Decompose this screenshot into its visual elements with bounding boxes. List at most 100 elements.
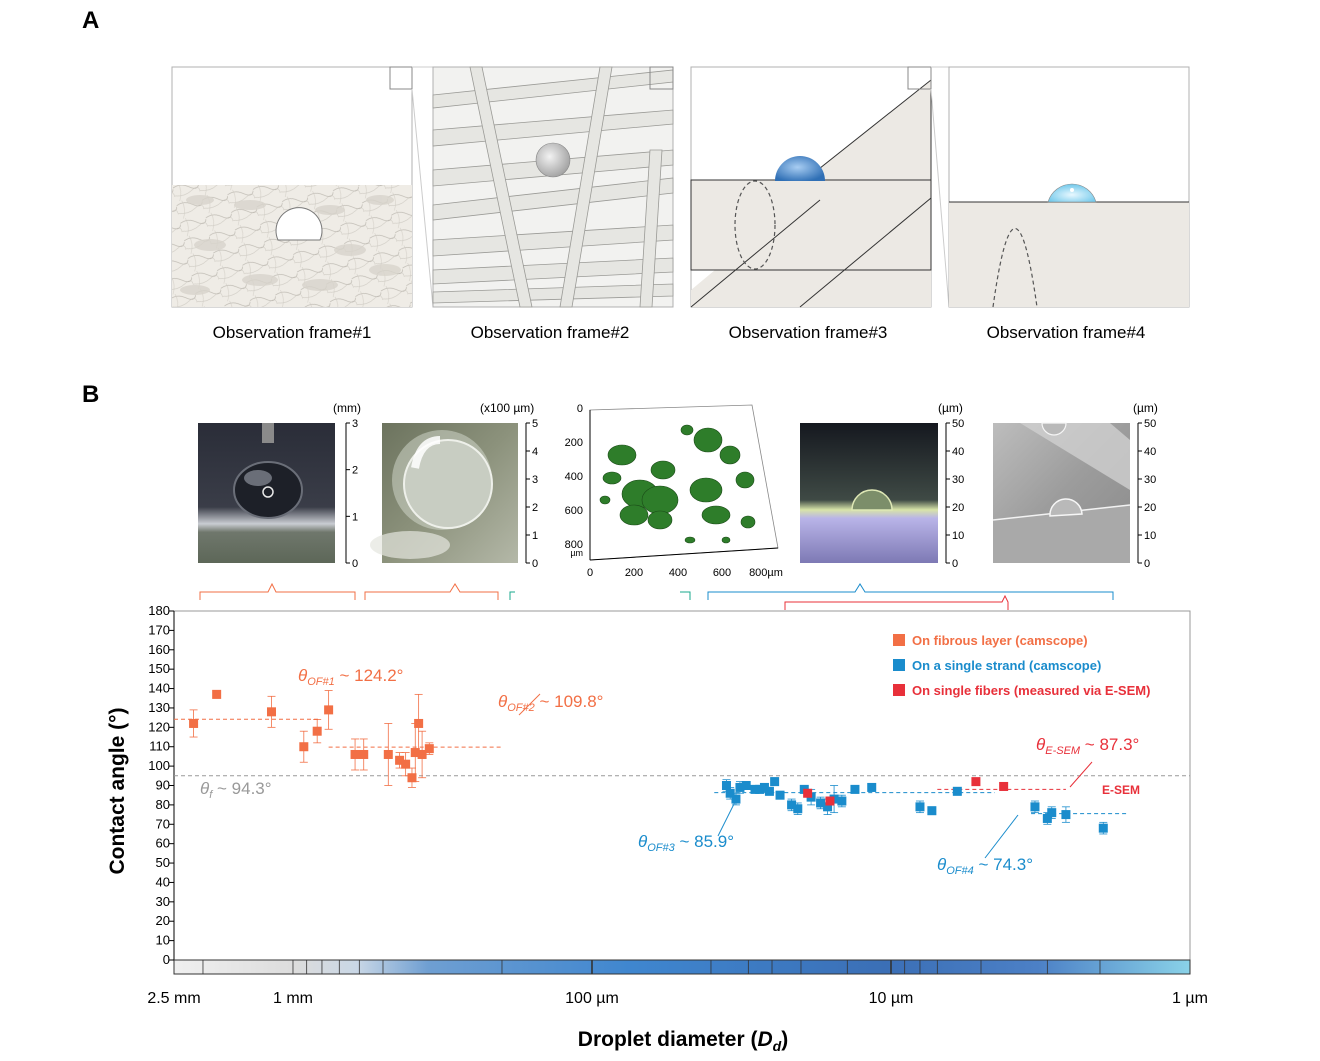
data-point bbox=[816, 798, 826, 808]
frame-1 bbox=[171, 66, 434, 308]
inset-4: 0 10 20 30 40 50 (µm) bbox=[800, 401, 964, 570]
data-point bbox=[189, 718, 199, 728]
inset-tick-label: 10 bbox=[952, 530, 964, 542]
frame-1-caption: Observation frame#1 bbox=[213, 323, 372, 342]
series-1 bbox=[721, 777, 1108, 835]
inset-tick-label: 2 bbox=[532, 502, 538, 514]
diameter-color-bar bbox=[173, 959, 1191, 975]
inset-2-unit: (x100 µm) bbox=[480, 401, 534, 415]
frame-3 bbox=[690, 66, 950, 308]
inset-tick-label: 5 bbox=[532, 418, 538, 430]
reference-label: θf ~ 94.3° bbox=[200, 779, 272, 801]
data-point bbox=[424, 744, 434, 754]
inset-3-ytick: 800 bbox=[565, 539, 583, 551]
inset-tick-label: 0 bbox=[352, 558, 358, 570]
frame-4 bbox=[948, 66, 1190, 308]
data-point bbox=[867, 782, 877, 792]
reference-labels: θOF#1 ~ 124.2° θOF#2 ~ 109.8° θf ~ 94.3° θO… bbox=[200, 666, 1139, 877]
data-point bbox=[395, 755, 405, 765]
inset-tick-label: 20 bbox=[952, 502, 964, 514]
data-point bbox=[1061, 810, 1071, 820]
label-leaders bbox=[518, 693, 1093, 859]
inset-tick-label: 40 bbox=[952, 446, 964, 458]
inset-3-ytick: 200 bbox=[565, 437, 583, 449]
data-point bbox=[755, 784, 765, 794]
series-2 bbox=[803, 777, 1009, 806]
series-0 bbox=[189, 689, 434, 788]
inset-3: 0 200 400 600 800µm 0 200 400 600 800µm bbox=[565, 403, 783, 579]
y-tick-label: 160 bbox=[148, 642, 170, 657]
data-point bbox=[793, 804, 803, 814]
data-point bbox=[770, 777, 780, 787]
data-point bbox=[350, 749, 360, 759]
data-point bbox=[401, 759, 411, 769]
inset-3-yunit: µm bbox=[570, 548, 583, 558]
frame-3-caption: Observation frame#3 bbox=[729, 323, 888, 342]
inset-tick-label: 20 bbox=[1144, 502, 1156, 514]
frame-4-caption: Observation frame#4 bbox=[987, 323, 1146, 342]
data-point bbox=[952, 786, 962, 796]
inset-3-xtick: 800µm bbox=[749, 567, 783, 579]
y-tick-label: 50 bbox=[156, 855, 170, 870]
reference-label: θE-SEM ~ 87.3° bbox=[1036, 735, 1139, 757]
y-tick-label: 100 bbox=[148, 758, 170, 773]
data-point bbox=[1098, 823, 1108, 833]
y-tick-label: 20 bbox=[156, 913, 170, 928]
y-tick-label: 150 bbox=[148, 661, 170, 676]
data-point bbox=[312, 726, 322, 736]
inset-1: 0 1 2 3 (mm) bbox=[198, 401, 361, 570]
y-axis-ticks: 0 10 20 30 40 50 60 70 80 90 100 110 120 130 140 150 160… bbox=[148, 603, 174, 967]
x-axis-ticks: 2.5 mm 1 mm 100 µm 10 µm 1 µm bbox=[147, 990, 1208, 1007]
y-tick-label: 60 bbox=[156, 836, 170, 851]
inset-tick-label: 10 bbox=[1144, 530, 1156, 542]
inset-4-unit: (µm) bbox=[938, 401, 963, 415]
data-point bbox=[212, 689, 222, 699]
inset-tick-label: 3 bbox=[352, 418, 358, 430]
reference-label: θOF#4 ~ 74.3° bbox=[937, 855, 1033, 877]
color-bar-separators bbox=[202, 960, 1101, 974]
data-point bbox=[837, 796, 847, 806]
reference-label: θOF#2 ~ 109.8° bbox=[498, 692, 603, 714]
reference-label: θOF#3 ~ 85.9° bbox=[638, 832, 734, 854]
panel-b-label: B bbox=[82, 381, 99, 408]
legend-fibrous: On fibrous layer (camscope) bbox=[912, 633, 1088, 648]
inset-3-ytick: 600 bbox=[565, 505, 583, 517]
reference-lines bbox=[174, 718, 1190, 815]
inset-tick-label: 30 bbox=[1144, 474, 1156, 486]
y-tick-label: 80 bbox=[156, 797, 170, 812]
inset-3-xtick: 0 bbox=[587, 567, 593, 579]
y-tick-label: 0 bbox=[163, 952, 170, 967]
data-point bbox=[850, 784, 860, 794]
inset-tick-label: 1 bbox=[352, 511, 358, 523]
frame-2-caption: Observation frame#2 bbox=[471, 323, 630, 342]
data-point bbox=[999, 781, 1009, 791]
data-point bbox=[741, 781, 751, 790]
data-point bbox=[971, 777, 981, 787]
data-point bbox=[775, 790, 785, 800]
data-point bbox=[927, 806, 937, 816]
y-axis-title: Contact angle (°) bbox=[106, 707, 129, 874]
inset-tick-label: 4 bbox=[532, 446, 538, 458]
data-point bbox=[407, 773, 417, 783]
data-series bbox=[189, 689, 1108, 835]
inset-3-xtick: 600 bbox=[713, 567, 731, 579]
x-tick-label: 10 µm bbox=[869, 990, 914, 1007]
y-tick-label: 170 bbox=[148, 622, 170, 637]
x-tick-label: 1 µm bbox=[1172, 990, 1208, 1007]
inset-2: 0 1 2 3 4 5 (x100 µm) bbox=[370, 401, 538, 570]
inset-tick-label: 50 bbox=[1144, 418, 1156, 430]
inset-tick-label: 0 bbox=[1144, 558, 1150, 570]
y-tick-label: 40 bbox=[156, 874, 170, 889]
inset-3-xtick: 200 bbox=[625, 567, 643, 579]
data-point bbox=[417, 749, 427, 759]
y-tick-label: 10 bbox=[156, 933, 170, 948]
legend-fibers: On single fibers (measured via E-SEM) bbox=[912, 683, 1150, 698]
panel-a-label: A bbox=[82, 7, 99, 34]
data-point bbox=[1030, 802, 1040, 812]
data-point bbox=[324, 705, 334, 715]
data-point bbox=[823, 802, 833, 812]
inset-tick-label: 40 bbox=[1144, 446, 1156, 458]
data-point bbox=[266, 707, 276, 717]
data-point bbox=[414, 718, 424, 728]
y-tick-label: 120 bbox=[148, 719, 170, 734]
